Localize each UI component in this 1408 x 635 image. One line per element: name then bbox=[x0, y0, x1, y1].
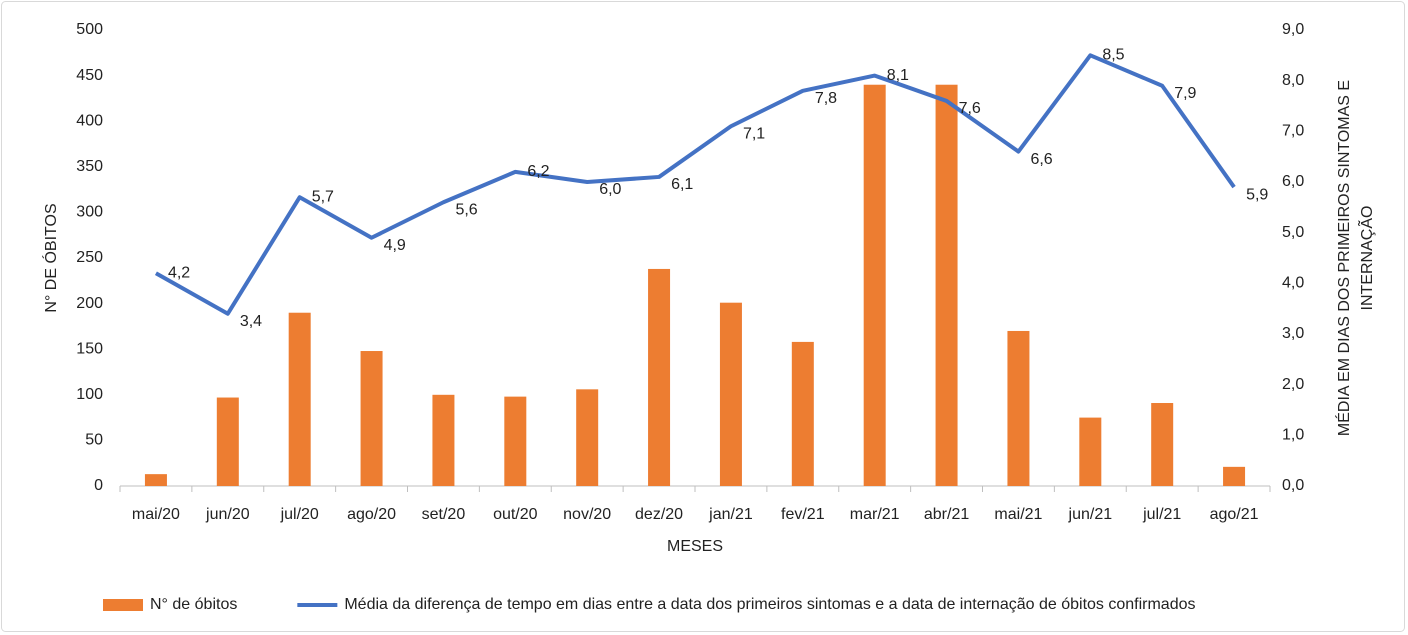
y2-tick-label: 0,0 bbox=[1282, 477, 1304, 494]
bar bbox=[1151, 403, 1174, 486]
x-tick-label: ago/21 bbox=[1210, 506, 1259, 523]
x-tick-label: ago/20 bbox=[347, 506, 396, 523]
bar bbox=[1007, 330, 1030, 486]
y2-axis-label: INTERNAÇÃO bbox=[1356, 206, 1376, 311]
bar bbox=[935, 84, 958, 486]
x-tick-label: jul/20 bbox=[280, 506, 319, 523]
y2-tick-label: 6,0 bbox=[1282, 173, 1304, 190]
bar bbox=[504, 396, 527, 486]
x-tick-label: set/20 bbox=[422, 506, 466, 523]
data-label: 6,2 bbox=[527, 163, 549, 180]
line bbox=[154, 53, 1236, 316]
bar bbox=[1223, 466, 1246, 486]
y-tick-label: 250 bbox=[76, 249, 103, 266]
data-label: 8,1 bbox=[887, 67, 909, 84]
y-tick-label: 450 bbox=[76, 67, 103, 84]
data-label: 6,0 bbox=[599, 181, 621, 198]
y-tick-label: 0 bbox=[94, 477, 103, 494]
x-tick-label: jun/21 bbox=[1068, 506, 1113, 523]
x-tick-label: abr/21 bbox=[924, 506, 969, 523]
bar bbox=[360, 351, 383, 486]
y-tick-label: 300 bbox=[76, 204, 103, 221]
y2-tick-label: 8,0 bbox=[1282, 72, 1304, 89]
bar bbox=[719, 302, 742, 486]
x-tick-label: mai/21 bbox=[994, 506, 1042, 523]
y-tick-label: 200 bbox=[76, 295, 103, 312]
data-label: 5,9 bbox=[1246, 186, 1268, 203]
x-tick-label: jan/21 bbox=[708, 506, 753, 523]
x-tick-label: fev/21 bbox=[781, 506, 825, 523]
y2-axis-label: MÉDIA EM DIAS DOS PRIMEIROS SINTOMAS E bbox=[1334, 80, 1353, 436]
bar bbox=[288, 312, 311, 486]
data-label: 4,2 bbox=[168, 264, 190, 281]
y2-tick-label: 2,0 bbox=[1282, 376, 1304, 393]
x-tick-label: jul/21 bbox=[1142, 506, 1181, 523]
x-tick-label: dez/20 bbox=[635, 506, 683, 523]
data-label: 7,8 bbox=[815, 90, 837, 107]
bar bbox=[432, 394, 455, 486]
data-label: 5,7 bbox=[312, 188, 334, 205]
data-label: 6,6 bbox=[1030, 151, 1052, 168]
data-label: 7,1 bbox=[743, 125, 765, 142]
bar bbox=[144, 474, 167, 486]
y2-tick-label: 9,0 bbox=[1282, 21, 1304, 38]
y2-tick-label: 1,0 bbox=[1282, 427, 1304, 444]
y-tick-label: 350 bbox=[76, 158, 103, 175]
data-label: 3,4 bbox=[240, 313, 262, 330]
y-axis-label: N° DE ÓBITOS bbox=[41, 203, 60, 312]
y-tick-label: 150 bbox=[76, 340, 103, 357]
legend-label: N° de óbitos bbox=[150, 596, 237, 613]
x-tick-label: mai/20 bbox=[132, 506, 180, 523]
x-tick-label: jun/20 bbox=[205, 506, 250, 523]
x-axis-label: MESES bbox=[667, 538, 723, 555]
bar bbox=[1079, 417, 1102, 486]
legend-swatch bbox=[103, 599, 143, 611]
y-tick-label: 400 bbox=[76, 112, 103, 129]
bar bbox=[791, 341, 814, 486]
data-label: 5,6 bbox=[455, 201, 477, 218]
bar bbox=[863, 84, 886, 486]
y2-tick-label: 4,0 bbox=[1282, 275, 1304, 292]
bar bbox=[648, 268, 671, 486]
data-label: 8,5 bbox=[1102, 47, 1124, 64]
data-label: 7,6 bbox=[959, 100, 981, 117]
y-tick-label: 100 bbox=[76, 386, 103, 403]
bar bbox=[576, 389, 599, 486]
y-tick-label: 500 bbox=[76, 21, 103, 38]
data-label: 6,1 bbox=[671, 176, 693, 193]
y-tick-label: 50 bbox=[85, 432, 103, 449]
legend-label: Média da diferença de tempo em dias entr… bbox=[344, 596, 1195, 613]
data-label: 4,9 bbox=[384, 237, 406, 254]
x-tick-label: nov/20 bbox=[563, 506, 611, 523]
y2-tick-label: 3,0 bbox=[1282, 325, 1304, 342]
x-tick-label: out/20 bbox=[493, 506, 538, 523]
y2-tick-label: 7,0 bbox=[1282, 123, 1304, 140]
y2-tick-label: 5,0 bbox=[1282, 224, 1304, 241]
x-tick-label: mar/21 bbox=[850, 506, 900, 523]
data-label: 7,9 bbox=[1174, 85, 1196, 102]
bar bbox=[216, 397, 239, 486]
